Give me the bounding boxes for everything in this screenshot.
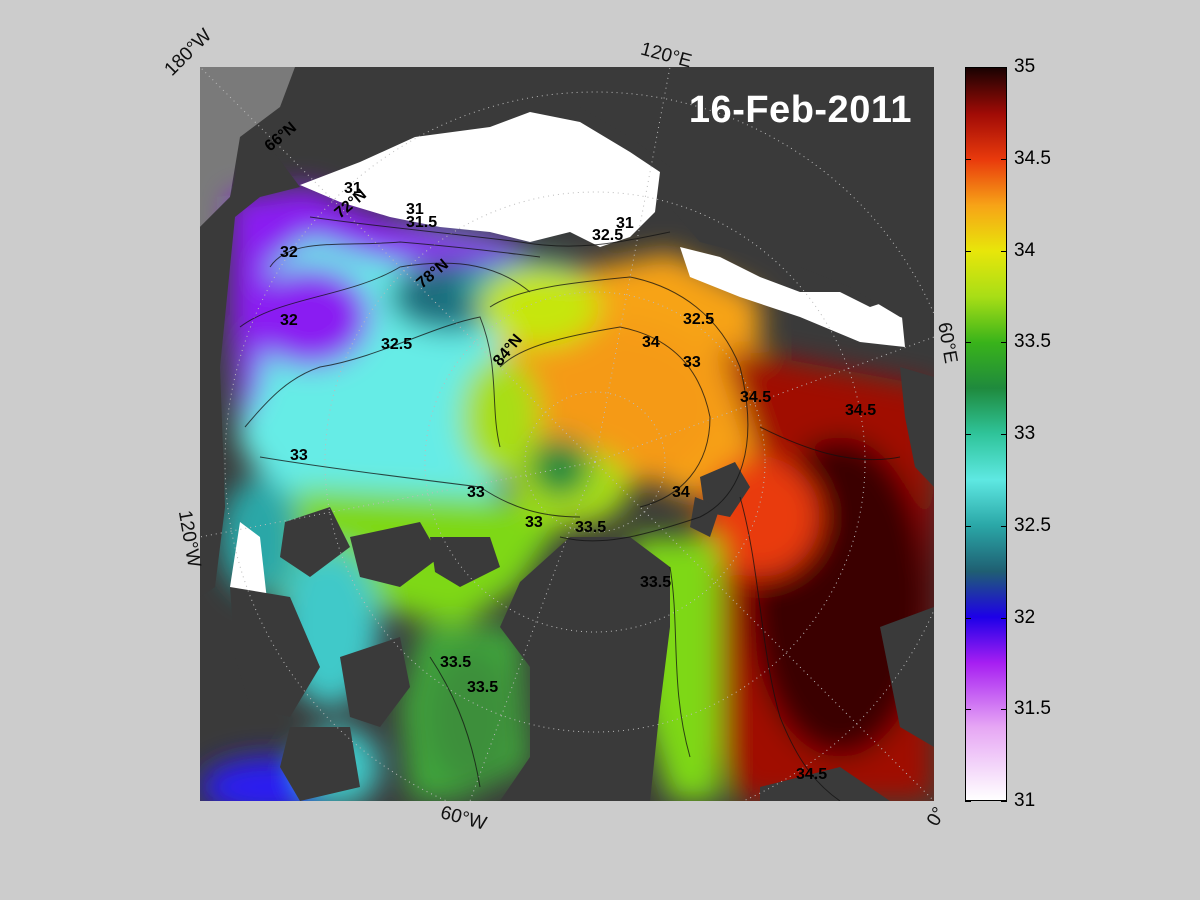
no-data-area (200, 67, 295, 227)
contour-label: 33 (525, 514, 543, 531)
date-label: 16-Feb-2011 (688, 89, 912, 131)
graticule (200, 67, 934, 801)
colorbar-tick-label: 32 (1014, 606, 1036, 628)
colorbar-tick-mark (1001, 709, 1007, 710)
contour-label: 32 (280, 244, 298, 261)
colorbar-tick-mark (1001, 67, 1007, 68)
contour-label: 33.5 (575, 519, 606, 536)
contour-label: 34 (672, 484, 690, 501)
colorbar-tick-mark (965, 801, 971, 802)
contour-label: 34 (642, 334, 660, 351)
contour-label: 31 (616, 215, 634, 232)
salinity-field (200, 187, 934, 801)
colorbar-tick-mark (965, 618, 971, 619)
colorbar-tick-mark (1001, 342, 1007, 343)
colorbar-tick-mark (965, 434, 971, 435)
contour-label: 34.5 (845, 402, 876, 419)
colorbar-tick-mark (965, 526, 971, 527)
colorbar-tick-mark (1001, 801, 1007, 802)
lon-label-60e: 60°E (933, 320, 962, 366)
contour-label: 34.5 (740, 389, 771, 406)
colorbar-tick-label: 32.5 (1014, 514, 1051, 536)
colorbar-tick-mark (1001, 526, 1007, 527)
colorbar-tick-label: 31.5 (1014, 698, 1051, 720)
contour-label: 32.5 (592, 227, 623, 244)
colorbar-tick-mark (965, 67, 971, 68)
colorbar-tick-mark (1001, 159, 1007, 160)
contour-label: 32.5 (381, 336, 412, 353)
colorbar-tick-mark (965, 709, 971, 710)
contour-label-group: 31 31 31 31.5 32 32 32.5 32.5 32.5 33 33… (280, 180, 876, 783)
contour-label: 33.5 (440, 654, 471, 671)
map-canvas: 31 31 31 31.5 32 32 32.5 32.5 32.5 33 33… (200, 67, 934, 801)
contour-label: 33.5 (467, 679, 498, 696)
contour-label: 34.5 (796, 766, 827, 783)
contour-label: 33.5 (640, 574, 671, 591)
colorbar-tick-mark (965, 342, 971, 343)
contours (239, 216, 901, 801)
contour-label: 33 (467, 484, 485, 501)
colorbar-tick-label: 34.5 (1014, 147, 1051, 169)
contour-label: 31 (406, 201, 424, 218)
colorbar-tick-mark (965, 159, 971, 160)
colorbar-tick-label: 34 (1014, 239, 1036, 261)
colorbar-tick-mark (965, 251, 971, 252)
colorbar-tick-label: 31 (1014, 790, 1036, 811)
contour-label: 32.5 (683, 311, 714, 328)
colorbar-tick-mark (1001, 618, 1007, 619)
colorbar-tick-label: 33.5 (1014, 331, 1051, 353)
contour-label: 31.5 (406, 214, 437, 231)
contour-label: 33 (683, 354, 701, 371)
colorbar-tick-label: 33 (1014, 423, 1036, 444)
colorbar-tick-label: 35 (1014, 56, 1036, 77)
salinity-map: 31 31 31 31.5 32 32 32.5 32.5 32.5 33 33… (200, 67, 934, 801)
colorbar-tick-mark (1001, 251, 1007, 252)
contour-label: 31 (344, 180, 362, 197)
lon-label-0: 0° (923, 803, 951, 830)
colorbar-tick-mark (1001, 434, 1007, 435)
contour-label: 33 (290, 447, 308, 464)
lon-label-60w: 60°W (438, 802, 489, 835)
contour-label: 32 (280, 312, 298, 329)
